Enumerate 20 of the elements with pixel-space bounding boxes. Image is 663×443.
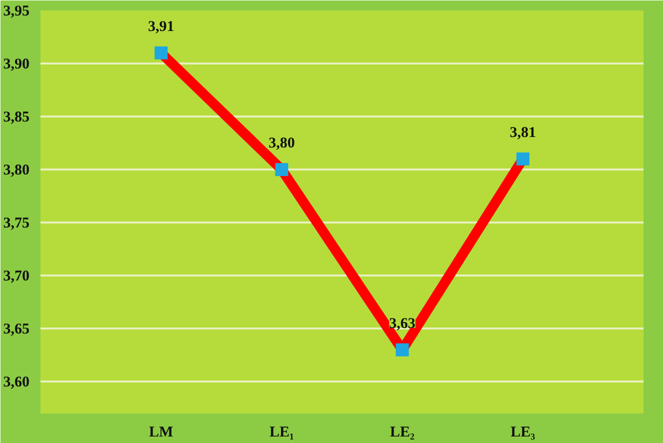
point: [275, 163, 288, 176]
data-label: 3,80: [268, 136, 295, 152]
y-tick-label: 3,90: [3, 56, 30, 73]
x-tick-label: LE₁: [269, 424, 294, 440]
y-tick-label: 3,85: [3, 110, 30, 126]
data-label: 3,63: [389, 316, 416, 332]
y-tick-label: 3,80: [3, 162, 30, 179]
x-tick-label: LM: [149, 424, 174, 440]
point: [516, 152, 530, 166]
x-tick-label: LE₂: [390, 424, 416, 440]
data-label: 3,91: [148, 18, 174, 35]
y-tick-label: 3,70: [3, 268, 30, 285]
data-label: 3,81: [510, 124, 536, 141]
point: [154, 46, 168, 60]
point: [396, 343, 409, 356]
y-tick-label: 3,75: [3, 216, 30, 232]
x-tick-label: LE₃: [510, 424, 536, 440]
y-tick-label: 3,65: [3, 322, 30, 338]
y-tick-label: 3,60: [3, 374, 30, 391]
y-tick-label: 3,95: [3, 4, 30, 20]
